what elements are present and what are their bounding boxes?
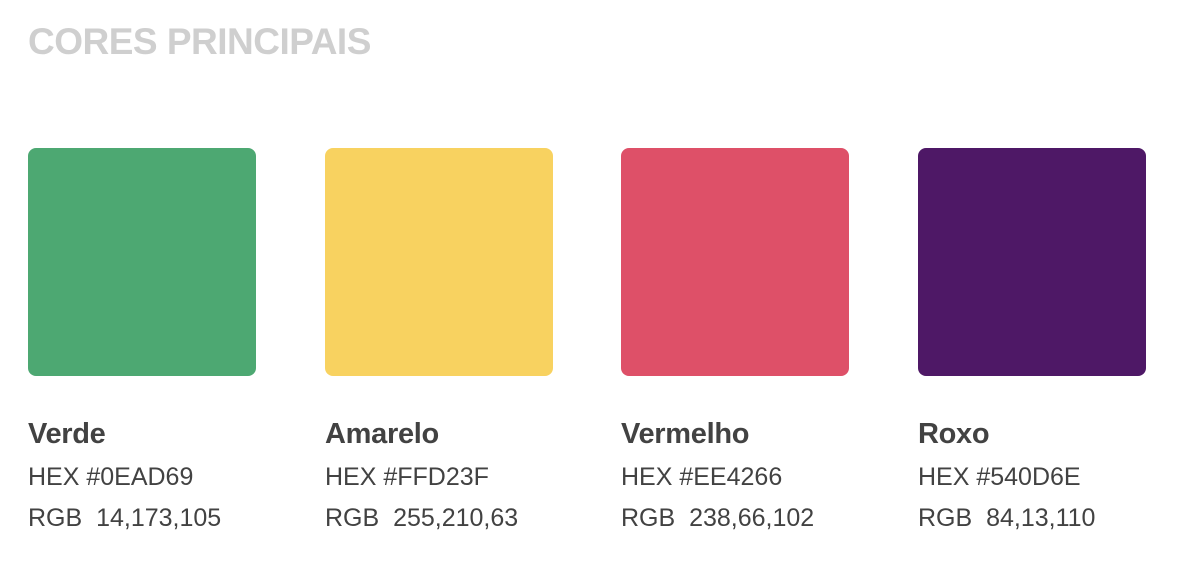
color-swatch [918, 148, 1146, 376]
color-name: Verde [28, 418, 106, 450]
color-card-amarelo: Amarelo HEX #FFD23F RGB 255,210,63 [325, 148, 553, 532]
color-card-verde: Verde HEX #0EAD69 RGB 14,173,105 [28, 148, 256, 532]
color-swatch [28, 148, 256, 376]
color-name: Vermelho [621, 418, 750, 450]
color-hex-value: HEX #0EAD69 [28, 463, 194, 491]
color-card-vermelho: Vermelho HEX #EE4266 RGB 238,66,102 [621, 148, 849, 532]
page-title: CORES PRINCIPAIS [28, 21, 371, 62]
color-hex-value: HEX #540D6E [918, 463, 1081, 491]
color-rgb-value: RGB 14,173,105 [28, 504, 222, 532]
color-rgb-value: RGB 255,210,63 [325, 504, 519, 532]
color-name: Amarelo [325, 418, 439, 450]
color-palette: Verde HEX #0EAD69 RGB 14,173,105 Amarelo… [28, 148, 1146, 548]
color-hex-value: HEX #FFD23F [325, 463, 489, 491]
color-rgb-value: RGB 238,66,102 [621, 504, 815, 532]
color-name: Roxo [918, 418, 990, 450]
color-hex-value: HEX #EE4266 [621, 463, 783, 491]
color-swatch [621, 148, 849, 376]
color-rgb-value: RGB 84,13,110 [918, 504, 1096, 532]
color-card-roxo: Roxo HEX #540D6E RGB 84,13,110 [918, 148, 1146, 532]
color-swatch [325, 148, 553, 376]
